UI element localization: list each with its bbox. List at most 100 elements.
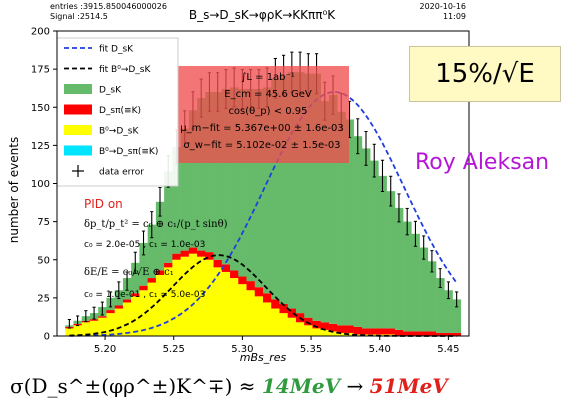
y-tick-label-8: 200 [31, 27, 50, 38]
bar-2-26 [279, 75, 289, 304]
bar-1-7 [122, 299, 132, 303]
bar-0-0 [65, 328, 74, 336]
bar-0-19 [221, 271, 231, 336]
bar-1-37 [370, 328, 379, 335]
legend-label-0: fit D_sK [99, 45, 134, 55]
bar-2-11 [155, 201, 165, 271]
bar-1-13 [172, 253, 181, 260]
time-label: 11:09 [443, 12, 466, 21]
pid-res-e: δE/E = c₀/√E ⊕ c₁ [84, 267, 174, 278]
bar-2-28 [295, 72, 305, 314]
bar-1-42 [411, 331, 420, 336]
bar-1-25 [271, 299, 280, 309]
bar-1-36 [361, 328, 371, 335]
formula-arrow: → [340, 374, 370, 398]
bar-2-47 [452, 299, 462, 333]
bar-0-25 [271, 308, 280, 336]
bar-0-16 [197, 256, 206, 336]
author-name: Roy Aleksan [415, 150, 550, 175]
bar-2-18 [213, 92, 223, 260]
bar-0-34 [345, 332, 354, 336]
bar-0-28 [295, 322, 305, 336]
bar-1-24 [263, 293, 272, 303]
bar-1-17 [205, 252, 214, 260]
pid-consts-e: c₀ = 1.0e-01 , c₁ = 5.0e-03 [84, 290, 205, 300]
bar-0-17 [205, 259, 214, 336]
bar-1-16 [197, 250, 206, 257]
bar-2-41 [403, 221, 412, 332]
formula-value-before: 14MeV [261, 374, 341, 398]
bar-1-3 [89, 319, 99, 321]
bar-2-30 [312, 73, 321, 321]
bar-2-46 [444, 290, 453, 333]
x-tick-label-1: 5.25 [163, 344, 185, 355]
bar-0-5 [106, 313, 115, 336]
fit-summary-bg [178, 66, 349, 163]
x-tick-label-0: 5.20 [94, 344, 116, 355]
bar-2-35 [353, 136, 363, 327]
formula-lhs: σ(D_s^±(φρ^±)K^∓) ≈ [10, 374, 262, 398]
legend-label-3: D_sπ(≡K) [99, 106, 141, 116]
bar-0-36 [361, 334, 371, 336]
bar-0-20 [230, 278, 239, 336]
bar-0-30 [312, 328, 321, 336]
bar-2-23 [254, 88, 264, 288]
bar-0-23 [254, 296, 264, 336]
bar-2-45 [436, 278, 445, 333]
pid-annotation: PID on δp_t/p_t² = c₀ ⊕ c₁/(p_t sinθ) c₀… [84, 197, 228, 300]
bar-1-29 [304, 317, 313, 326]
bar-2-32 [328, 95, 338, 324]
bar-0-2 [81, 322, 91, 336]
y-tick-label-0: 0 [44, 332, 50, 343]
bar-1-21 [238, 276, 247, 285]
bar-0-7 [122, 302, 132, 336]
bar-0-3 [89, 320, 99, 336]
fit-line-1: E_cm = 45.6 GeV [224, 89, 312, 100]
bar-1-12 [164, 262, 173, 268]
bar-2-15 [188, 110, 198, 248]
bar-1-22 [246, 281, 256, 291]
bar-1-39 [386, 328, 396, 335]
bar-2-44 [427, 261, 437, 332]
bar-1-27 [287, 308, 297, 318]
x-axis-label: mBs_res [240, 351, 287, 364]
pid-title: PID on [84, 197, 123, 211]
bar-2-12 [164, 171, 173, 263]
bar-1-31 [320, 322, 330, 330]
bar-2-24 [263, 87, 272, 294]
y-tick-label-5: 125 [31, 141, 50, 152]
bar-1-43 [419, 331, 429, 336]
date-label: 2020-10-16 [420, 2, 467, 11]
bar-2-13 [172, 146, 181, 254]
bar-2-40 [394, 207, 404, 330]
x-tick-label-3: 5.35 [300, 344, 322, 355]
bar-2-31 [320, 101, 330, 323]
bar-0-13 [172, 259, 181, 336]
bar-1-15 [188, 247, 198, 254]
stats-line-1: entries :3915.850046000026 [50, 2, 167, 11]
bar-0-12 [164, 267, 173, 336]
fit-curve-0 [69, 91, 458, 337]
bar-2-39 [386, 191, 396, 329]
bar-1-11 [155, 270, 165, 275]
bar-2-36 [361, 148, 371, 329]
bar-1-38 [378, 328, 387, 335]
fit-line-0: ∫L = 1ab⁻¹ [241, 72, 295, 83]
legend-swatch-5 [64, 145, 92, 156]
chart-title: B_s→D_sK→φρK→KKππ⁰K [189, 8, 336, 22]
bar-0-22 [246, 290, 256, 336]
bar-0-6 [114, 308, 124, 336]
histogram-chart: entries :3915.850046000026 Signal :2514.… [7, 2, 470, 364]
bar-0-8 [131, 296, 140, 336]
bar-0-24 [263, 302, 272, 336]
fit-curve-1 [69, 254, 457, 337]
bar-1-19 [221, 264, 231, 272]
pid-res-p: δp_t/p_t² = c₀ ⊕ c₁/(p_t sinθ) [84, 219, 228, 230]
bar-0-37 [370, 334, 379, 336]
bar-2-34 [345, 119, 354, 326]
bar-2-29 [304, 73, 313, 318]
bar-1-5 [106, 310, 115, 314]
x-tick-label-5: 5.45 [437, 344, 459, 355]
bar-2-38 [378, 175, 387, 329]
